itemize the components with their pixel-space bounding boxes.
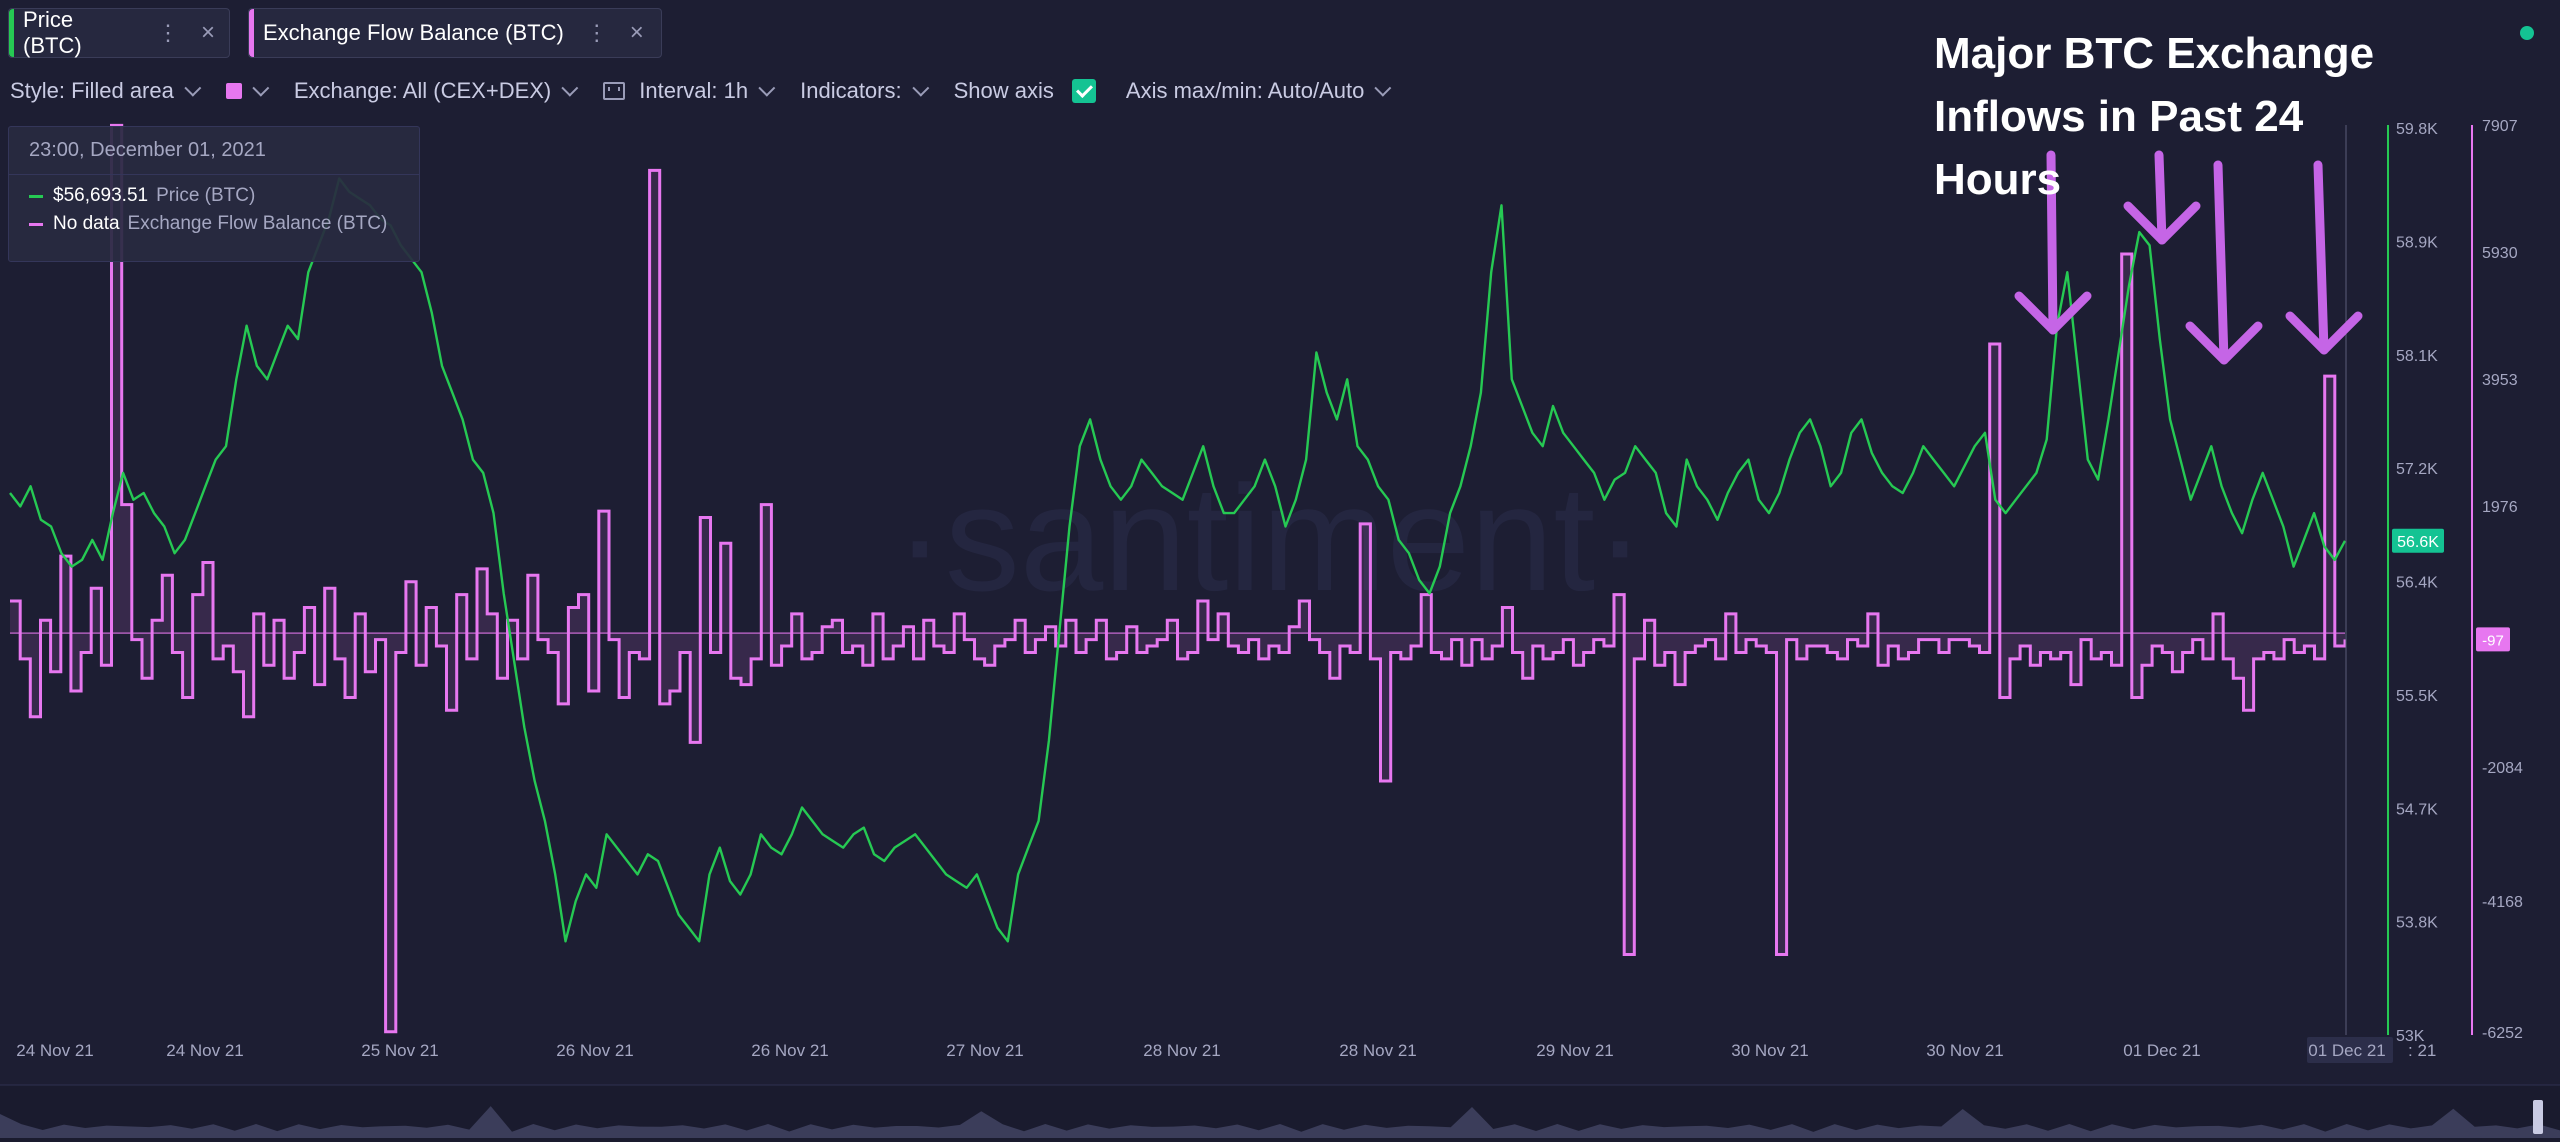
color-swatch: [225, 83, 242, 99]
tab-color-bar: [249, 9, 254, 57]
flow-tick-label: -4168: [2482, 894, 2523, 911]
annotation-arrow-head: [2185, 321, 2263, 365]
annotation-arrows: [2014, 150, 2363, 365]
tab-exchange-flow[interactable]: Exchange Flow Balance (BTC) ⋮ ×: [248, 8, 662, 58]
x-tick-label: 26 Nov 21: [751, 1041, 829, 1060]
color-picker[interactable]: [225, 79, 270, 99]
axes: 59.8K 58.9K 58.1K 57.2K 56.4K 55.5K 54.7K 53.8K…: [16, 118, 2523, 1063]
tab-label: Exchange Flow Balance (BTC): [263, 20, 564, 45]
close-icon[interactable]: ×: [629, 19, 644, 46]
close-icon[interactable]: ×: [200, 19, 215, 46]
flow-tick-label: -6252: [2482, 1025, 2523, 1042]
exchange-label: Exchange: All (CEX+DEX): [293, 78, 552, 103]
flow-tick-label: -2084: [2482, 760, 2523, 777]
tooltip-price-label: Price (BTC): [156, 185, 256, 206]
price-tick-label: 53K: [2396, 1028, 2425, 1045]
calendar-icon: [603, 82, 626, 100]
show-axis-checkbox[interactable]: [1071, 79, 1096, 103]
price-tick-label: 56.4K: [2396, 575, 2438, 592]
annotation-arrow-head: [2014, 291, 2092, 335]
flow-current-badge: [2476, 627, 2510, 652]
tooltip-date: 23:00, December 01, 2021: [9, 127, 419, 175]
annotation-arrow-shaft: [2046, 150, 2058, 335]
flow-tick-label: 7907: [2482, 118, 2518, 135]
flow-legend-swatch: [29, 222, 43, 226]
annotation-line-2: Inflows in Past 24 Hours: [1934, 92, 2304, 204]
timeline-scroller: [0, 1084, 2560, 1142]
annotation-arrow-shaft: [2313, 160, 2329, 355]
x-tick-label: 24 Nov 21: [166, 1041, 244, 1060]
price-tick-label: 57.2K: [2396, 461, 2438, 478]
price-legend-swatch: [29, 194, 43, 198]
more-icon[interactable]: ⋮: [156, 20, 179, 45]
tooltip-price-value: $56,693.51: [53, 185, 149, 206]
price-current-label: 56.6K: [2397, 534, 2439, 551]
tooltip-price-row: $56,693.51 Price (BTC): [29, 185, 419, 207]
price-tick-label: 55.5K: [2396, 688, 2438, 705]
crosshair-tooltip: 23:00, December 01, 2021 $56,693.51 Pric…: [8, 126, 420, 262]
exchange-dropdown[interactable]: Exchange: All (CEX+DEX): [293, 78, 579, 104]
annotation-arrow-shaft: [2154, 150, 2167, 245]
flow-tick-label: 5930: [2482, 245, 2518, 262]
annotation-arrow-head: [2123, 201, 2201, 245]
watermark: ·santiment·: [895, 454, 1645, 622]
tooltip-flow-label: Exchange Flow Balance (BTC): [127, 213, 388, 234]
show-axis-label: Show axis: [953, 78, 1054, 103]
show-axis-toggle[interactable]: Show axis: [954, 78, 1096, 104]
price-tick-label: 58.9K: [2396, 234, 2438, 251]
flow-tick-label: 3953: [2482, 372, 2518, 389]
x-tick-label: 24 Nov 21: [16, 1041, 94, 1060]
x-tick-label: 01 Dec 21: [2123, 1041, 2201, 1060]
axis-maxmin-label: Axis max/min: Auto/Auto: [1125, 78, 1365, 103]
interval-dropdown[interactable]: Interval: 1h: [603, 78, 776, 104]
axis-maxmin-dropdown[interactable]: Axis max/min: Auto/Auto: [1125, 78, 1392, 104]
indicators-dropdown[interactable]: Indicators:: [800, 78, 929, 104]
x-tick-label: 29 Nov 21: [1536, 1041, 1614, 1060]
style-dropdown[interactable]: Style: Filled area: [10, 78, 202, 104]
indicators-label: Indicators:: [800, 78, 902, 103]
price-current-badge: [2392, 528, 2444, 553]
price-tick-label: 53.8K: [2396, 915, 2438, 932]
price-tick-label: 54.7K: [2396, 801, 2438, 818]
annotation-arrow-head: [2285, 311, 2363, 355]
flow-tick-label: 1976: [2482, 499, 2518, 516]
style-label: Style: Filled area: [10, 78, 174, 103]
x-tick-label: 28 Nov 21: [1143, 1041, 1221, 1060]
annotation-text: Major BTC Exchange Inflows in Past 24 Ho…: [1934, 22, 2434, 211]
x-tick-label: 27 Nov 21: [946, 1041, 1024, 1060]
scroller-overview: [0, 1106, 2560, 1138]
x-tick-label: 28 Nov 21: [1339, 1041, 1417, 1060]
x-tick-label: 26 Nov 21: [556, 1041, 634, 1060]
x-tick-label: 01 Dec 21: [2308, 1041, 2386, 1060]
annotation-line-1: Major BTC Exchange: [1934, 29, 2375, 78]
x-tick-label: 30 Nov 21: [1926, 1041, 2004, 1060]
tab-price[interactable]: Price (BTC) ⋮ ×: [8, 7, 230, 58]
tooltip-flow-value: No data: [53, 213, 120, 234]
tab-label: Price (BTC): [23, 7, 82, 58]
chart-toolbar: Style: Filled area Exchange: All (CEX+DE…: [10, 74, 1416, 108]
price-tick-label: 58.1K: [2396, 348, 2438, 365]
x-current-badge: [2307, 1037, 2393, 1063]
more-icon[interactable]: ⋮: [585, 20, 608, 45]
flow-line: [10, 123, 2347, 1034]
status-indicator: [2520, 26, 2534, 40]
x-tick-label: 25 Nov 21: [361, 1041, 439, 1060]
interval-label: Interval: 1h: [639, 78, 749, 103]
tooltip-flow-row: No data Exchange Flow Balance (BTC): [29, 213, 419, 235]
price-tick-label: 59.8K: [2396, 121, 2438, 138]
flow-series: [10, 123, 2347, 1034]
x-tick-label: 30 Nov 21: [1731, 1041, 1809, 1060]
scroller-handle: [2533, 1100, 2543, 1134]
flow-current-label: -97: [2482, 632, 2504, 649]
x-tick-label: : 21: [2408, 1041, 2436, 1060]
tab-color-bar: [9, 9, 14, 57]
annotation-arrow-shaft: [2213, 160, 2229, 365]
